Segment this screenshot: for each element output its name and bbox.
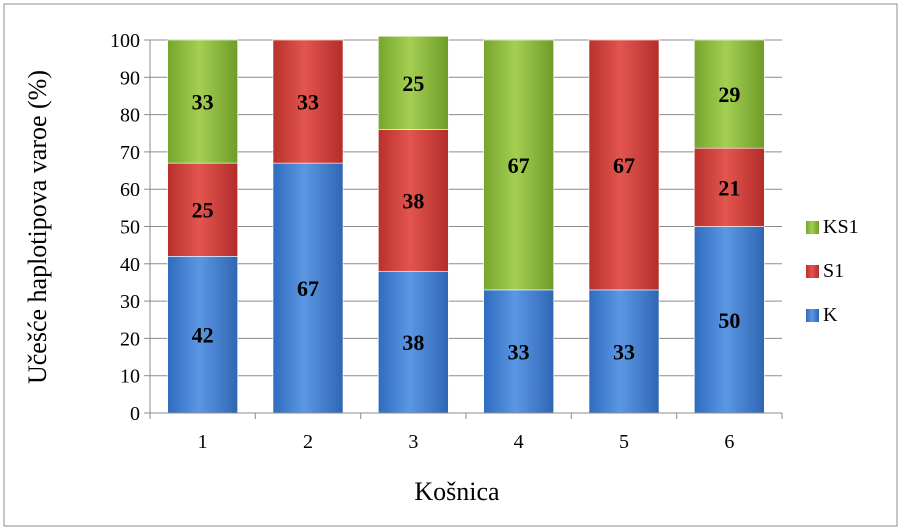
y-tick-label: 80 — [120, 105, 140, 127]
data-label-S1-5: 67 — [613, 153, 635, 178]
bar-K-1 — [167, 256, 238, 414]
y-tick-label: 90 — [120, 67, 140, 89]
legend-label-S1: S1 — [823, 260, 844, 282]
bar-K-3 — [378, 270, 449, 414]
data-label-S1-6: 21 — [718, 175, 740, 200]
x-tick-label: 2 — [303, 431, 313, 453]
data-label-KS1-3: 25 — [402, 71, 424, 96]
y-tick-label: 60 — [120, 179, 140, 201]
axes: 0 10 20 30 40 50 60 70 80 90 100 1 2 3 4 5 6 — [110, 30, 783, 453]
bar-K-2 — [272, 162, 344, 414]
data-label-K-2: 67 — [297, 276, 319, 301]
gridlines — [150, 39, 782, 377]
legend: KS1 S1 K — [806, 216, 859, 326]
x-tick-label: 3 — [408, 431, 418, 453]
legend-swatch-KS1 — [806, 221, 819, 234]
data-label-K-1: 42 — [192, 323, 214, 348]
legend-label-K: K — [823, 304, 838, 326]
bar-S1-3 — [378, 129, 449, 272]
bar-S1-2 — [272, 39, 344, 164]
x-tick-label: 1 — [198, 431, 208, 453]
data-label-S1-3: 38 — [402, 188, 424, 213]
data-labels: 42 25 33 67 33 38 38 25 33 67 33 67 50 21 29 — [192, 71, 741, 365]
bar-K-4 — [483, 289, 554, 414]
y-tick-label: 30 — [120, 291, 140, 313]
bar-KS1-3 — [378, 35, 449, 130]
bars — [167, 35, 765, 414]
x-tick-label: 6 — [724, 431, 734, 453]
data-label-K-4: 33 — [508, 339, 530, 364]
bar-K-5 — [588, 289, 660, 414]
y-tick-label: 20 — [120, 328, 140, 350]
y-tick-label: 10 — [120, 366, 140, 388]
y-tick-label: 0 — [130, 403, 140, 425]
bar-KS1-6 — [694, 39, 765, 149]
data-label-KS1-1: 33 — [192, 90, 214, 115]
bar-KS1-4 — [483, 39, 554, 291]
legend-label-KS1: KS1 — [823, 216, 859, 238]
y-tick-label: 100 — [110, 30, 140, 52]
data-label-S1-1: 25 — [192, 198, 214, 223]
x-tick-label: 5 — [619, 431, 629, 453]
data-label-K-3: 38 — [402, 330, 424, 355]
data-label-S1-2: 33 — [297, 90, 319, 115]
x-tick-label: 4 — [514, 431, 524, 453]
y-axis-title: Učešće haplotipova varoe (%) — [23, 70, 52, 384]
x-axis-title: Košnica — [414, 477, 500, 506]
y-tick-label: 40 — [120, 254, 140, 276]
data-label-KS1-6: 29 — [718, 82, 740, 107]
data-label-K-6: 50 — [718, 308, 740, 333]
y-tick-label: 50 — [120, 217, 140, 239]
legend-swatch-S1 — [806, 265, 819, 278]
bar-S1-1 — [167, 162, 238, 257]
data-label-K-5: 33 — [613, 339, 635, 364]
bar-S1-5 — [588, 39, 660, 291]
bar-KS1-1 — [167, 39, 238, 164]
y-tick-label: 70 — [120, 142, 140, 164]
data-label-KS1-4: 67 — [508, 153, 530, 178]
legend-swatch-K — [806, 309, 819, 322]
